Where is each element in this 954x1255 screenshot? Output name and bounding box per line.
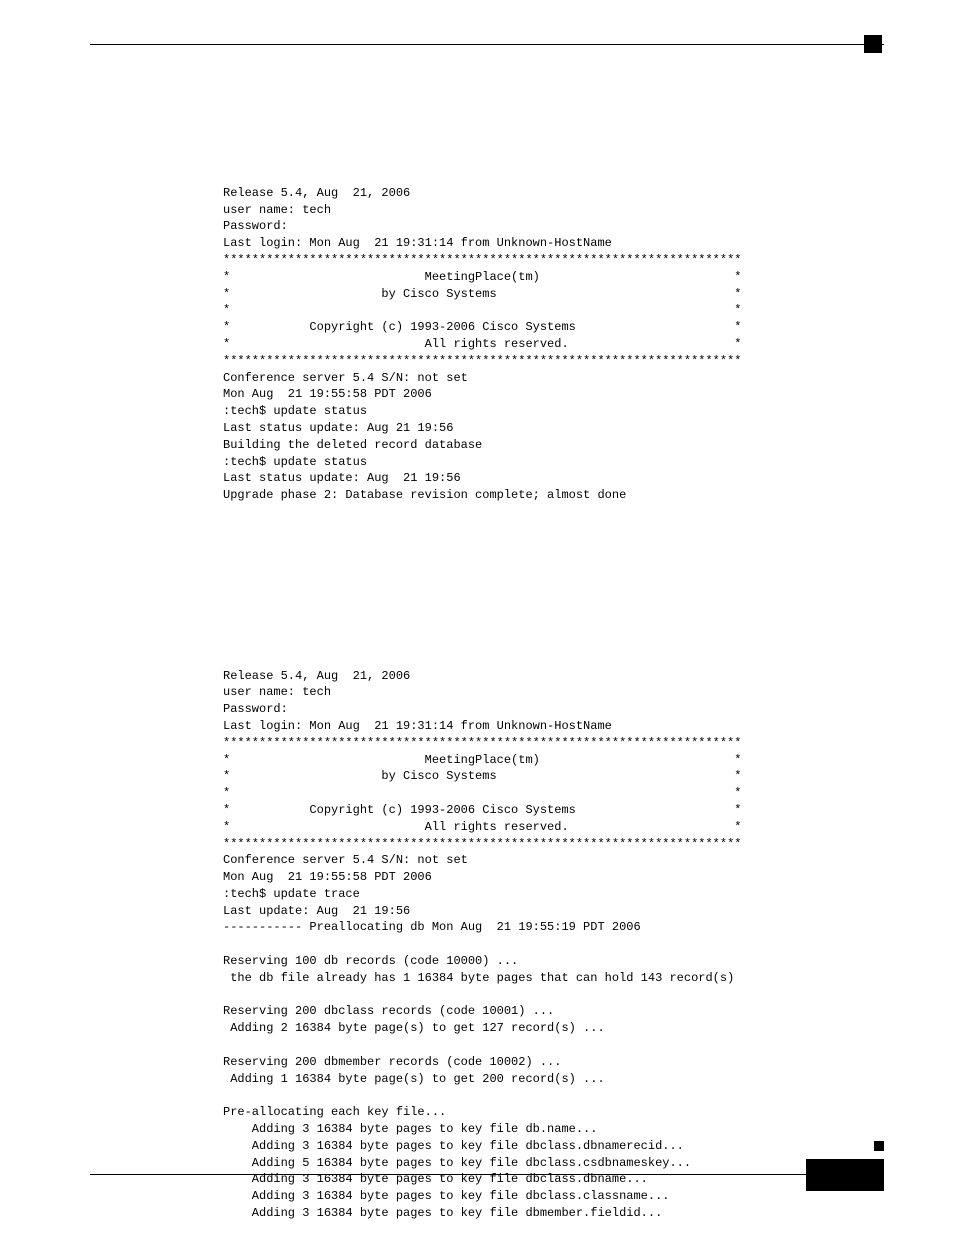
line: Adding 3 16384 byte pages to key file db… [223, 1122, 597, 1136]
terminal-output: Release 5.4, Aug 21, 2006 user name: tec… [223, 168, 854, 1255]
line: Last status update: Aug 21 19:56 [223, 471, 461, 485]
bottom-small-marker [874, 1141, 884, 1151]
line: * by Cisco Systems * [223, 769, 741, 783]
line: * by Cisco Systems * [223, 287, 741, 301]
output-block-1: Release 5.4, Aug 21, 2006 user name: tec… [223, 185, 854, 504]
line: Last login: Mon Aug 21 19:31:14 from Unk… [223, 719, 612, 733]
line: Building the deleted record database [223, 438, 482, 452]
line: * * [223, 303, 741, 317]
bottom-rule [90, 1174, 884, 1175]
line: * * [223, 786, 741, 800]
line: :tech$ update status [223, 404, 367, 418]
line: Reserving 200 dbmember records (code 100… [223, 1055, 561, 1069]
line: Upgrade phase 2: Database revision compl… [223, 488, 626, 502]
line: :tech$ update trace [223, 887, 360, 901]
line: ****************************************… [223, 837, 741, 851]
line: ----------- Preallocating db Mon Aug 21 … [223, 920, 641, 934]
line: * All rights reserved. * [223, 337, 741, 351]
line: Last update: Aug 21 19:56 [223, 904, 410, 918]
line: Reserving 200 dbclass records (code 1000… [223, 1004, 554, 1018]
line: Release 5.4, Aug 21, 2006 [223, 669, 410, 683]
page: Release 5.4, Aug 21, 2006 user name: tec… [0, 0, 954, 1235]
line: ****************************************… [223, 253, 741, 267]
line: Release 5.4, Aug 21, 2006 [223, 186, 410, 200]
top-rule [90, 44, 884, 45]
line: Reserving 100 db records (code 10000) ..… [223, 954, 518, 968]
line: Adding 3 16384 byte pages to key file db… [223, 1206, 662, 1220]
line: * All rights reserved. * [223, 820, 741, 834]
output-block-2: Release 5.4, Aug 21, 2006 user name: tec… [223, 668, 854, 1222]
line: Adding 3 16384 byte pages to key file db… [223, 1189, 669, 1203]
line: Adding 1 16384 byte page(s) to get 200 r… [223, 1072, 605, 1086]
line: user name: tech [223, 203, 331, 217]
line: Adding 3 16384 byte pages to key file db… [223, 1139, 684, 1153]
line: the db file already has 1 16384 byte pag… [223, 971, 734, 985]
line: Conference server 5.4 S/N: not set [223, 371, 468, 385]
line: Pre-allocating each key file... [223, 1105, 446, 1119]
line: * Copyright (c) 1993-2006 Cisco Systems … [223, 803, 741, 817]
line: * MeetingPlace(tm) * [223, 270, 741, 284]
line: ****************************************… [223, 354, 741, 368]
line: Adding 2 16384 byte page(s) to get 127 r… [223, 1021, 605, 1035]
line: Password: [223, 702, 288, 716]
line: Last status update: Aug 21 19:56 [223, 421, 453, 435]
line: Mon Aug 21 19:55:58 PDT 2006 [223, 870, 432, 884]
line: ****************************************… [223, 736, 741, 750]
line: * Copyright (c) 1993-2006 Cisco Systems … [223, 320, 741, 334]
line: Password: [223, 219, 288, 233]
line: user name: tech [223, 685, 331, 699]
line: :tech$ update status [223, 455, 367, 469]
top-corner-marker [864, 35, 882, 53]
bottom-page-marker [806, 1159, 884, 1191]
line: Conference server 5.4 S/N: not set [223, 853, 468, 867]
line: Adding 5 16384 byte pages to key file db… [223, 1156, 691, 1170]
line: * MeetingPlace(tm) * [223, 753, 741, 767]
line: Mon Aug 21 19:55:58 PDT 2006 [223, 387, 432, 401]
line: Last login: Mon Aug 21 19:31:14 from Unk… [223, 236, 612, 250]
block-gap [223, 521, 854, 651]
